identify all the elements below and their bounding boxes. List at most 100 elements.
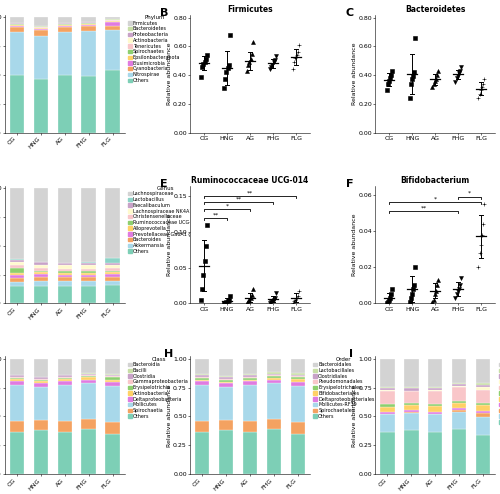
Point (384, 298, 392, 306)
Bar (10, 262, 24, 265)
Point (409, 285, 417, 293)
Bar (476, 359, 490, 383)
Bar (404, 387, 418, 388)
Bar (106, 376, 120, 377)
Bar (266, 378, 281, 379)
Bar (195, 420, 210, 431)
Point (432, 75, 440, 82)
Bar (82, 373, 96, 374)
Point (224, 64, 232, 72)
Bar (106, 70, 120, 132)
Y-axis label: Relative abundance: Relative abundance (166, 384, 172, 447)
Bar (452, 408, 466, 410)
Bar (10, 381, 24, 385)
Point (294, 41, 302, 49)
Point (270, 56, 278, 64)
Point (479, 220, 487, 228)
Bar (82, 262, 96, 263)
Bar (290, 376, 305, 377)
Point (406, 294, 414, 302)
Bar (34, 387, 48, 420)
Bar (82, 76, 96, 132)
Bar (34, 262, 48, 264)
Bar (58, 27, 72, 32)
Y-axis label: Relative abundance: Relative abundance (167, 213, 172, 276)
Bar (34, 378, 48, 380)
Bar (428, 412, 442, 413)
Bar (476, 412, 490, 417)
Point (408, 75, 416, 82)
Bar (34, 277, 48, 281)
Point (455, 70, 463, 78)
Text: *: * (468, 191, 471, 196)
Bar (428, 391, 442, 404)
Point (246, 55, 254, 63)
Bar (404, 413, 418, 430)
Bar (58, 271, 72, 273)
Bar (34, 29, 48, 30)
Text: B: B (160, 8, 168, 18)
Bar (34, 268, 48, 271)
Bar (452, 359, 466, 383)
Bar (428, 404, 442, 407)
Point (198, 73, 205, 81)
Point (200, 60, 207, 68)
Point (246, 296, 254, 304)
Title: Firmicutes: Firmicutes (227, 5, 273, 14)
Bar (266, 372, 281, 373)
Bar (58, 25, 72, 26)
Bar (106, 17, 120, 19)
Bar (58, 269, 72, 271)
Bar (195, 359, 210, 374)
Bar (10, 276, 24, 278)
Bar (380, 407, 394, 412)
Point (246, 294, 254, 302)
Point (433, 282, 441, 289)
Bar (34, 286, 48, 303)
Point (474, 263, 482, 271)
Point (476, 86, 484, 94)
Bar (34, 430, 48, 474)
Bar (58, 278, 72, 282)
Bar (58, 265, 72, 269)
Bar (106, 380, 120, 382)
Bar (10, 75, 24, 132)
Point (290, 58, 298, 66)
Bar (106, 422, 120, 434)
Bar (82, 24, 96, 25)
Bar (195, 374, 210, 375)
Bar (58, 282, 72, 286)
Bar (10, 27, 24, 32)
Point (222, 298, 230, 306)
Bar (243, 374, 257, 375)
Point (455, 285, 463, 293)
Point (382, 299, 390, 307)
Bar (219, 377, 234, 378)
Bar (219, 430, 234, 474)
Point (248, 291, 256, 299)
Bar (476, 411, 490, 412)
Bar (58, 286, 72, 303)
Point (224, 61, 232, 69)
Bar (106, 271, 120, 272)
Bar (58, 26, 72, 27)
Point (476, 90, 484, 98)
Bar (219, 420, 234, 430)
Bar (10, 431, 24, 474)
Bar (10, 420, 24, 431)
Bar (58, 32, 72, 75)
Point (220, 299, 228, 307)
Bar (10, 379, 24, 381)
Bar (34, 30, 48, 36)
Bar (34, 281, 48, 286)
Point (268, 298, 276, 306)
Bar (476, 435, 490, 474)
Bar (58, 359, 72, 375)
Point (290, 297, 298, 305)
Bar (82, 376, 96, 377)
Text: **: ** (212, 212, 218, 217)
Bar (34, 80, 48, 132)
Point (382, 86, 390, 94)
Bar (106, 285, 120, 303)
Bar (106, 22, 120, 26)
